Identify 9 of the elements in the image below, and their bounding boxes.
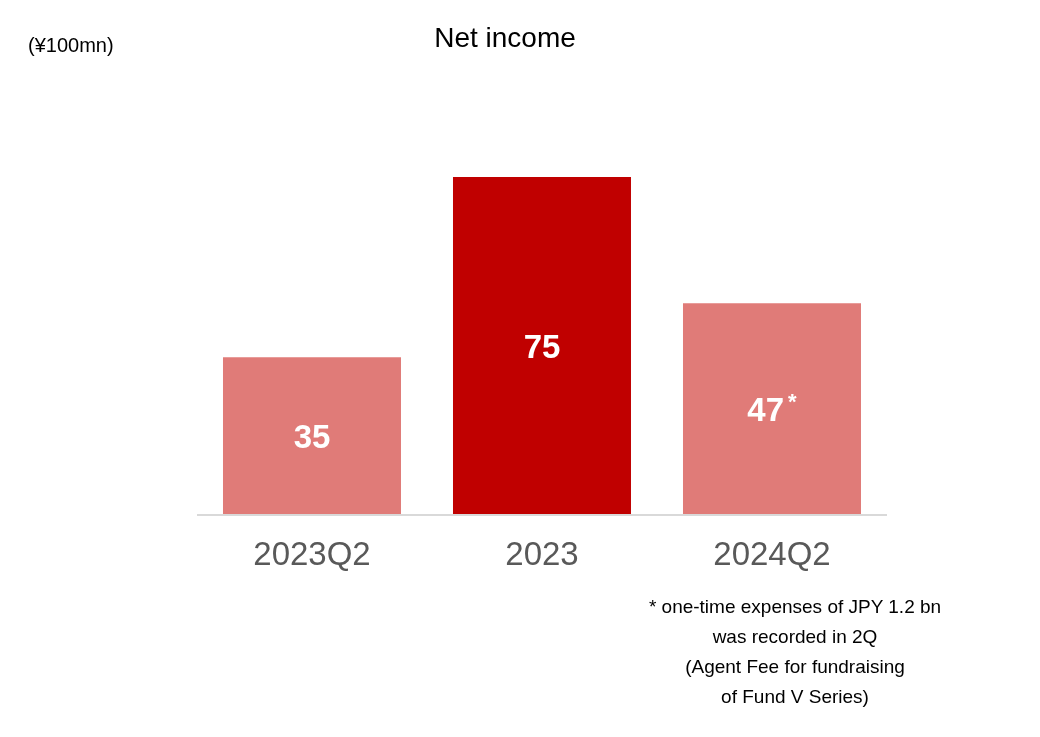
x-tick-label: 2024Q2 bbox=[713, 535, 831, 572]
data-label: 35 bbox=[293, 418, 331, 456]
data-label: 47$^{*}$ bbox=[747, 388, 798, 429]
x-tick-label: 2023Q2 bbox=[253, 535, 371, 572]
text: (¥100mn) bbox=[28, 34, 114, 57]
chart-title: Net income bbox=[434, 22, 576, 53]
x-tick-label: 2023 bbox=[505, 535, 579, 572]
text: * one-time expenses of JPY 1.2 bn was recorded in 2Q (Agent Fee for fundraising of Fund V Series) bbox=[647, 595, 943, 709]
data-label: 75 bbox=[523, 328, 561, 365]
